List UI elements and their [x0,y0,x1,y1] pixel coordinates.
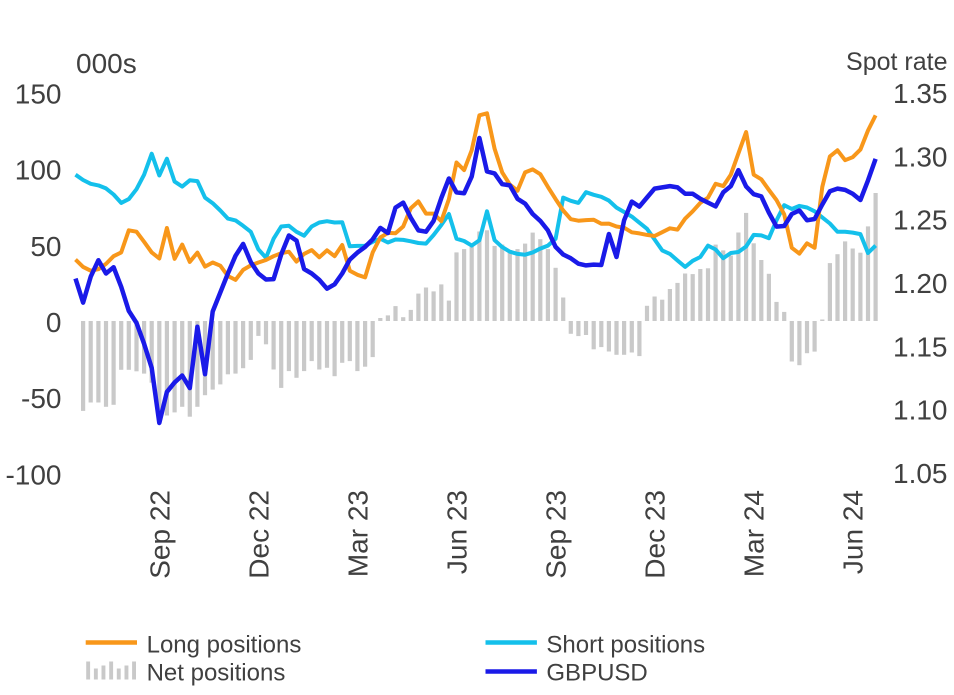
svg-text:Net positions: Net positions [147,660,286,687]
svg-text:-100: -100 [5,459,61,490]
svg-text:Dec 23: Dec 23 [640,490,671,579]
svg-text:Long positions: Long positions [147,632,302,659]
svg-text:Jun 23: Jun 23 [442,490,473,574]
svg-text:GBPUSD: GBPUSD [546,660,647,687]
svg-text:0: 0 [46,307,62,338]
svg-text:1.30: 1.30 [893,141,948,172]
svg-text:Mar 24: Mar 24 [739,490,770,577]
svg-text:Sep 22: Sep 22 [144,490,175,579]
svg-text:100: 100 [15,155,62,186]
svg-text:Spot rate: Spot rate [846,48,947,76]
svg-text:1.15: 1.15 [893,331,948,362]
svg-text:Dec 22: Dec 22 [243,490,274,579]
svg-text:Jun 24: Jun 24 [838,490,869,574]
svg-text:50: 50 [30,231,61,262]
svg-text:150: 150 [15,78,62,109]
svg-text:1.25: 1.25 [893,205,948,236]
svg-text:Sep 23: Sep 23 [541,490,572,579]
svg-text:1.35: 1.35 [893,78,948,109]
svg-text:-50: -50 [21,383,61,414]
svg-text:Short positions: Short positions [546,632,705,659]
svg-text:1.10: 1.10 [893,395,948,426]
svg-text:Mar 23: Mar 23 [342,490,373,577]
svg-text:1.05: 1.05 [893,458,948,489]
svg-text:000s: 000s [76,48,137,79]
svg-text:1.20: 1.20 [893,268,948,299]
